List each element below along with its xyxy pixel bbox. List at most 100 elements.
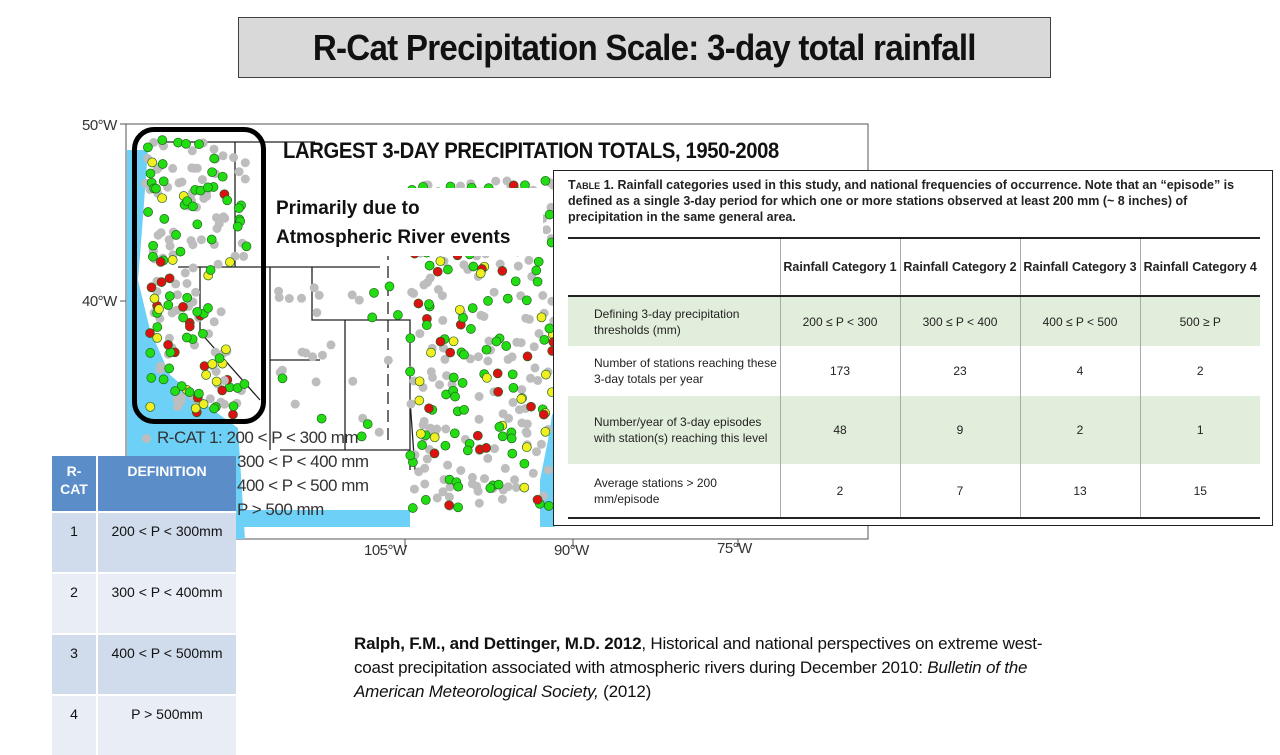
station-marker [489,287,499,297]
station-marker [524,255,534,265]
station-marker [543,501,554,511]
station-marker [297,293,306,303]
station-marker [420,479,430,489]
station-markers [141,135,559,513]
station-marker [483,296,493,306]
station-marker [181,138,191,149]
slide-title-box: R-Cat Precipitation Scale: 3-day total r… [238,17,1051,78]
station-marker [219,376,229,385]
station-marker [480,474,489,484]
station-marker [409,484,419,494]
station-marker [458,312,468,323]
table-row: Number/year of 3-day episodes with stati… [568,396,1260,464]
station-marker [414,376,425,387]
station-marker [158,374,169,385]
station-marker [467,303,478,313]
station-marker [507,448,518,459]
note-line-2: Atmospheric River events [276,227,511,248]
map-title: LARGEST 3-DAY PRECIPITATION TOTALS, 1950… [283,138,779,163]
station-marker [483,453,493,463]
station-marker [201,370,211,380]
station-marker [539,334,550,345]
station-marker [424,299,434,309]
station-marker [190,403,201,414]
station-marker [147,157,158,168]
station-marker [516,394,527,404]
table-row: Average stations > 200 mm/episode 2 7 13… [568,464,1260,518]
station-marker [211,376,222,387]
station-marker [213,259,223,269]
table-row: Defining 3-day precipitation thresholds … [568,296,1260,346]
rcat-definition: 400 < P < 500mm [98,633,236,694]
station-marker [540,175,551,186]
station-marker [473,352,483,362]
station-marker [440,440,451,451]
station-marker [188,201,198,212]
station-marker [178,312,188,323]
station-marker [326,340,336,350]
station-marker [524,314,534,324]
station-marker [444,492,454,502]
station-marker [536,312,547,323]
station-marker [207,167,217,178]
station-marker [311,377,321,387]
station-marker [429,448,440,459]
station-marker [228,401,239,412]
station-marker [314,290,324,300]
station-marker [164,363,175,374]
station-marker [308,352,318,362]
table-caption-prefix: Table 1. [568,178,615,192]
station-marker [173,290,183,300]
station-marker [417,440,427,450]
citation-text: , Historical and national perspectives o… [354,634,1043,677]
station-marker [145,168,156,179]
rcat-row: 2 300 < P < 400mm [52,572,236,633]
station-marker [474,414,484,424]
station-marker [472,430,483,441]
station-marker [493,386,504,397]
station-marker [506,433,517,444]
station-marker [476,310,486,320]
cell: 9 [899,396,1020,464]
station-marker [240,158,250,168]
station-marker [168,163,178,173]
station-marker [424,403,434,414]
station-marker [456,466,466,475]
station-marker [491,336,502,347]
station-marker [530,363,540,373]
west-coast-highlight-box [132,127,266,424]
station-marker [218,151,228,161]
station-marker [467,472,477,482]
station-marker [448,336,459,347]
note-line-1: Primarily due to [276,198,420,219]
station-marker [170,386,180,396]
table-header-blank [568,238,780,296]
station-marker [517,385,527,395]
cell: 4 [1019,346,1140,396]
station-marker [444,500,454,511]
station-marker [421,320,432,331]
table-header-cat4: Rainfall Category 4 [1139,238,1260,296]
station-marker [453,502,463,513]
station-marker [171,279,181,289]
station-marker [145,348,156,358]
station-marker [529,342,539,352]
header-definition: DEFINITION [98,456,236,511]
station-marker [472,481,482,491]
rcat-value: 4 [52,694,96,755]
station-marker [443,264,453,275]
station-marker [163,339,173,350]
rcat-row: 3 400 < P < 500mm [52,633,236,694]
paper-table-figure: Table 1. Rainfall categories used in thi… [553,170,1273,526]
station-marker [290,399,300,409]
station-marker [534,329,544,338]
station-marker [209,317,219,327]
station-marker [214,219,224,229]
station-marker [367,312,378,323]
station-marker [519,458,530,469]
station-marker [481,344,492,355]
citation-authors: Ralph, F.M., and Dettinger, M.D. 2012 [354,634,642,653]
station-marker [157,159,168,169]
station-marker [533,376,543,385]
station-marker [429,432,440,443]
